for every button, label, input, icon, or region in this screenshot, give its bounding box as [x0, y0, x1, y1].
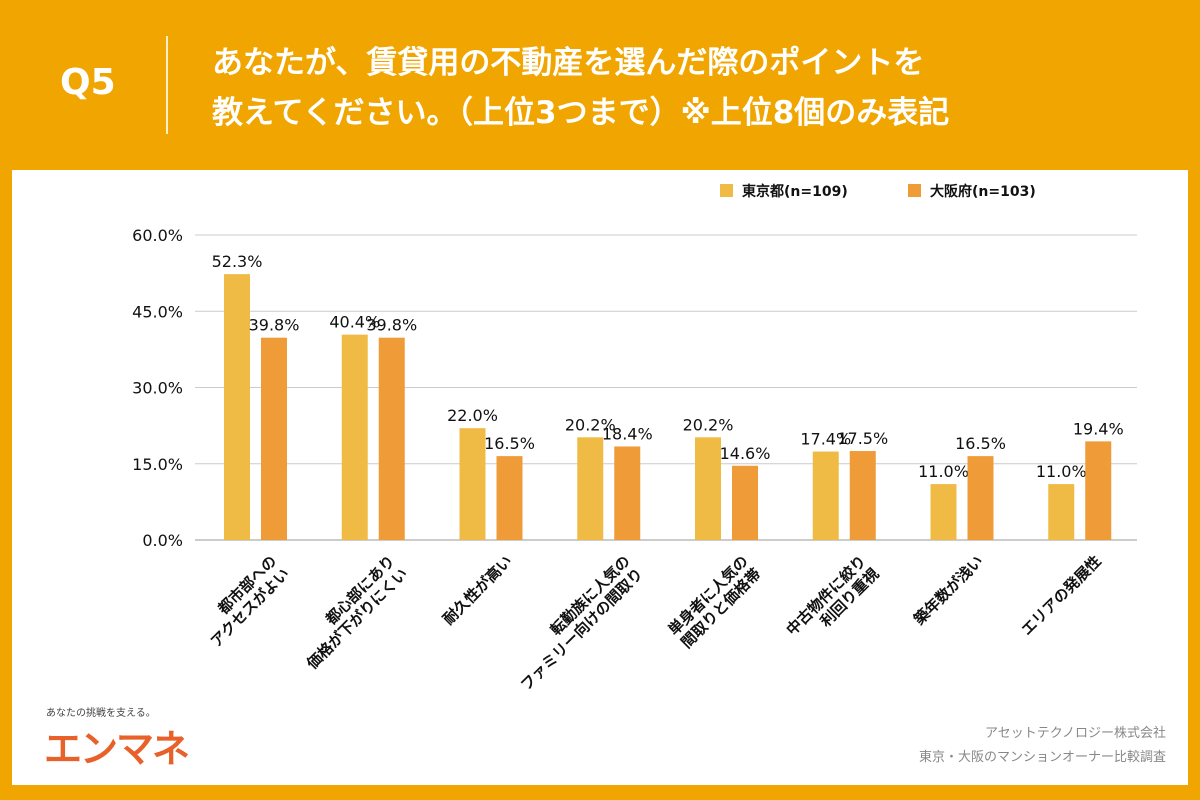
bar [224, 274, 250, 540]
question-title: あなたが、賃貸用の不動産を選んだ際のポイントを 教えてください。（上位3つまで）… [212, 45, 950, 131]
bar [261, 337, 287, 540]
bar [967, 456, 994, 540]
y-tick-label: 60.0% [132, 226, 183, 245]
divider [166, 36, 168, 134]
survey-name: 東京・大阪のマンションオーナー比較調査 [918, 750, 1166, 765]
data-label: 17.5% [837, 429, 888, 448]
data-label: 11.0% [918, 462, 969, 481]
logo-tagline: あなたの挑戦を支える。 [46, 708, 156, 719]
bar [1048, 484, 1075, 540]
bar [378, 337, 405, 540]
data-label: 11.0% [1036, 462, 1087, 481]
data-label: 39.8% [366, 316, 417, 335]
legend-label: 東京都(n=109) [742, 183, 848, 200]
data-label: 22.0% [447, 406, 498, 425]
data-label: 18.4% [602, 424, 653, 443]
bar [1085, 441, 1112, 540]
data-label: 20.2% [683, 415, 734, 434]
data-label: 14.6% [720, 444, 771, 463]
credits: アセットテクノロジー株式会社東京・大阪のマンションオーナー比較調査 [919, 722, 1166, 770]
data-label: 52.3% [212, 252, 263, 271]
data-label: 17.4% [800, 430, 851, 449]
bar [577, 437, 604, 540]
legend-swatch [720, 184, 733, 197]
legend-swatch [908, 184, 921, 197]
bar [341, 334, 368, 540]
data-label: 16.5% [484, 434, 535, 453]
question-number: Q5 [60, 62, 116, 103]
logo: エンマネ [44, 727, 190, 771]
y-tick-label: 30.0% [132, 379, 183, 398]
bar [614, 446, 641, 540]
y-tick-label: 15.0% [132, 455, 183, 474]
bar [496, 456, 523, 540]
bar [459, 428, 486, 540]
data-label: 20.2% [565, 415, 616, 434]
bar [695, 437, 721, 540]
data-label: 19.4% [1073, 419, 1124, 438]
data-label: 40.4% [329, 313, 380, 332]
y-tick-label: 45.0% [132, 302, 183, 321]
legend-label: 大阪府(n=103) [930, 183, 1036, 200]
data-label: 39.8% [249, 316, 300, 335]
y-tick-label: 0.0% [142, 531, 183, 550]
bar [849, 451, 876, 540]
bar [732, 465, 758, 540]
bar [812, 451, 839, 540]
data-label: 16.5% [955, 434, 1006, 453]
bar [930, 484, 957, 540]
company-name: アセットテクノロジー株式会社 [985, 726, 1166, 741]
